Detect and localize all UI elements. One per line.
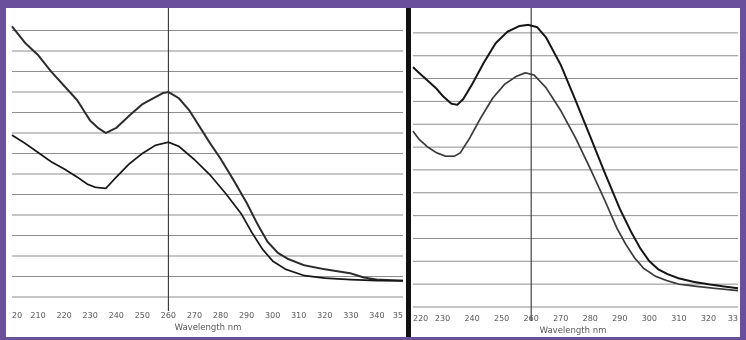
- x-tick-label: 280: [213, 311, 228, 320]
- left-chart-panel: 20 210 220 230 240 250 260 270 280 290 300 310 320 33…: [11, 8, 404, 333]
- x-tick-label: 330: [343, 311, 358, 320]
- x-tick-label: 280: [583, 314, 598, 323]
- frame-bottom-border: [0, 337, 746, 340]
- right-chart-panel: 220 230 240 250 260 270 280 290 300 310 320 33 Wavel…: [412, 8, 739, 336]
- x-axis-label: Wavelength nm: [540, 326, 607, 336]
- x-tick-label: 35: [393, 311, 403, 320]
- x-tick-label: 340: [369, 311, 384, 320]
- frame-left-border: [0, 0, 6, 340]
- x-tick-label: 270: [553, 314, 568, 323]
- frame-top-border: [0, 0, 746, 8]
- x-tick-label: 220: [56, 311, 71, 320]
- x-tick-label: 290: [612, 314, 627, 323]
- x-tick-label: 250: [494, 314, 509, 323]
- series-line-1: [412, 71, 739, 292]
- x-tick-label: 290: [239, 311, 254, 320]
- panel-divider: [406, 8, 411, 337]
- x-tick-label: 300: [642, 314, 657, 323]
- x-tick-label: 240: [109, 311, 124, 320]
- x-tick-label: 230: [435, 314, 450, 323]
- x-tick-label: 320: [701, 314, 716, 323]
- x-tick-label: 270: [187, 311, 202, 320]
- x-axis-label: Wavelength nm: [175, 323, 242, 333]
- x-tick-label: 220: [413, 314, 428, 323]
- x-tick-label: 33: [728, 314, 738, 323]
- x-tick-label: 20: [12, 311, 22, 320]
- x-tick-label: 260: [161, 311, 176, 320]
- x-tick-label: 260: [524, 314, 539, 323]
- series-line-0: [412, 23, 739, 290]
- x-tick-label: 250: [135, 311, 150, 320]
- series-line-0: [11, 25, 404, 282]
- x-tick-label: 210: [30, 311, 45, 320]
- series-line-1: [11, 134, 404, 282]
- x-tick-label: 310: [291, 311, 306, 320]
- frame-right-border: [740, 0, 746, 340]
- x-tick-label: 230: [83, 311, 98, 320]
- x-tick-label: 240: [464, 314, 479, 323]
- x-tick-label: 310: [671, 314, 686, 323]
- x-tick-label: 300: [265, 311, 280, 320]
- x-tick-label: 320: [317, 311, 332, 320]
